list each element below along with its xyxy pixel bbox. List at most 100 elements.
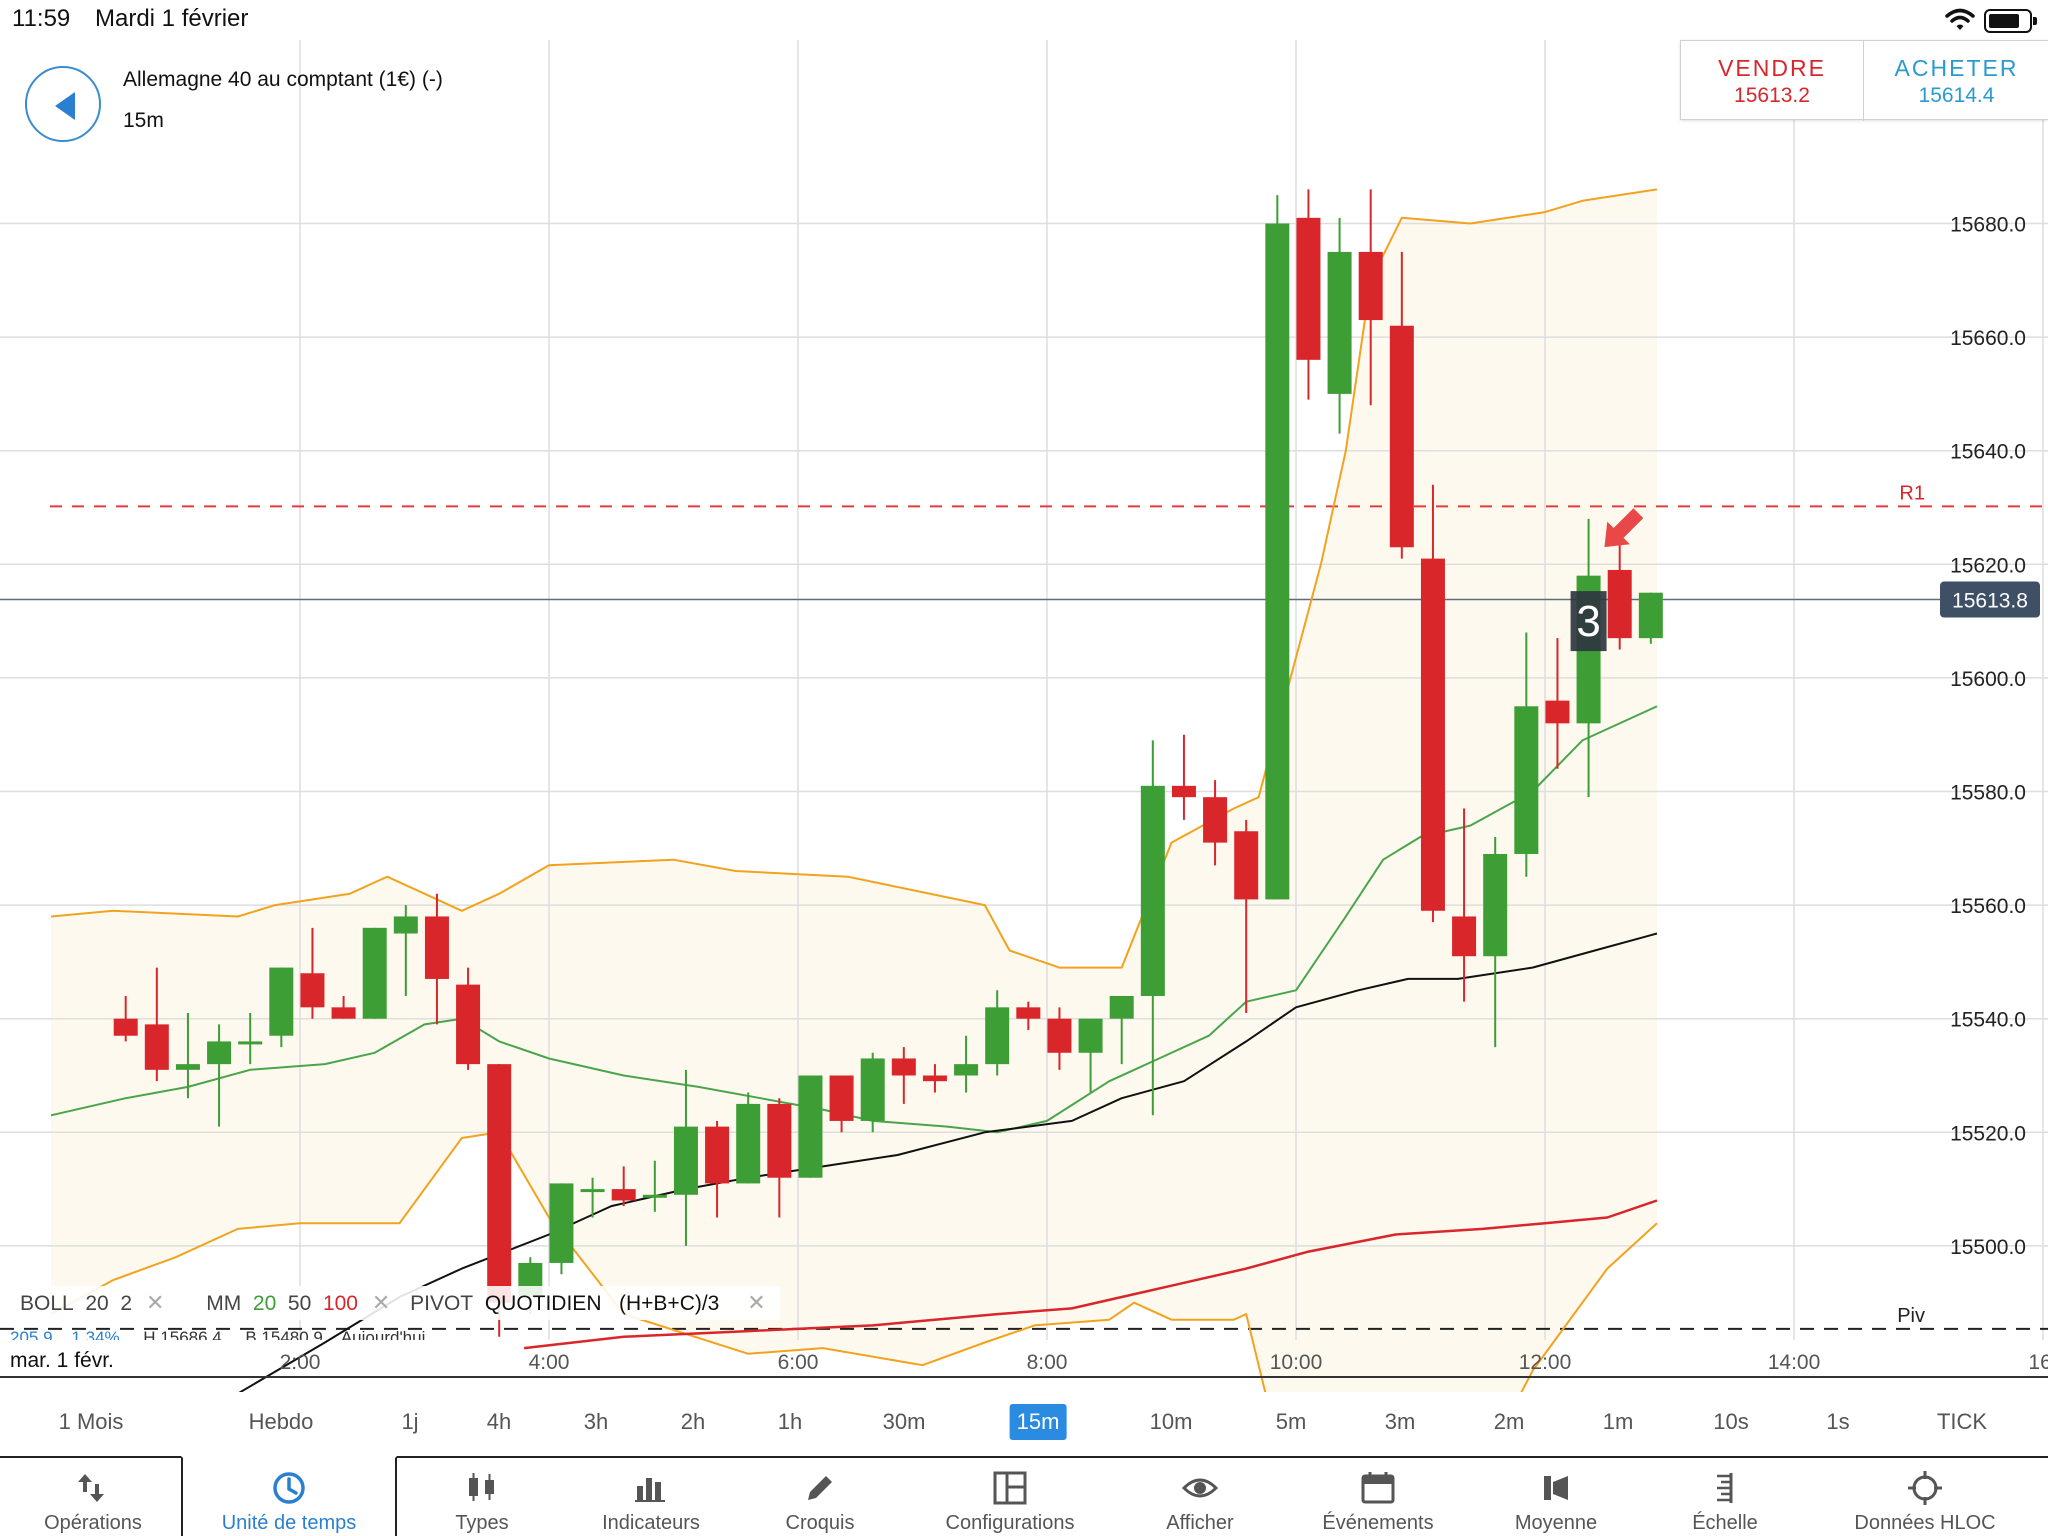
timeframe-option-5m[interactable]: 5m	[1275, 1409, 1307, 1434]
toolbar-label: Échelle	[1692, 1512, 1758, 1534]
toolbar-afficher-button[interactable]: Afficher	[1110, 1458, 1290, 1536]
candle	[922, 1064, 947, 1093]
pivot-formula: (H+B+C)/3	[619, 1292, 720, 1315]
candle	[985, 990, 1010, 1076]
price-chart[interactable]: R1 Piv 15680.0 15660.0 15640.0 15620.0 15600.…	[0, 0, 2048, 1392]
buy-price: 15614.4	[1918, 84, 1995, 107]
pivot-type: QUOTIDIEN	[484, 1292, 602, 1315]
candle	[362, 927, 387, 1019]
timeframe-option-15m[interactable]: 15m	[1009, 1404, 1067, 1440]
timeframe-option-3h[interactable]: 3h	[583, 1409, 609, 1434]
back-arrow-icon	[55, 92, 75, 120]
candle	[954, 1035, 979, 1093]
bar-chart-icon	[635, 1478, 665, 1502]
candle	[1389, 251, 1414, 559]
toolbar-hloc-button[interactable]: Données HLOC	[1835, 1458, 2015, 1536]
scale-icon	[1717, 1473, 1733, 1503]
timeframe-option-10s[interactable]: 10s	[1713, 1409, 1749, 1434]
remove-mm-icon[interactable]: ✕	[371, 1290, 391, 1315]
timeframe-option-10m[interactable]: 10m	[1149, 1409, 1193, 1434]
timeframe-option-4h[interactable]: 4h	[486, 1409, 512, 1434]
time-tick-label: 14:00	[1768, 1351, 1821, 1374]
remove-pivot-icon[interactable]: ✕	[747, 1290, 766, 1315]
sell-price: 15613.2	[1734, 84, 1810, 107]
toolbar-label: Moyenne	[1514, 1512, 1598, 1534]
toolbar-label: Événements	[1322, 1512, 1434, 1534]
mm-period-1: 20	[252, 1292, 277, 1315]
candle	[1327, 217, 1352, 434]
candle-body	[144, 1024, 169, 1070]
timeframe-option-1h[interactable]: 1h	[777, 1409, 803, 1434]
timeframe-option-2h[interactable]: 2h	[680, 1409, 706, 1434]
mm-label[interactable]: MM	[206, 1292, 242, 1315]
toolbar-label: Afficher	[1166, 1512, 1234, 1534]
timeframe-option-1m[interactable]: 1m	[1602, 1409, 1634, 1434]
timeframe-option-2m[interactable]: 2m	[1493, 1409, 1525, 1434]
candle	[238, 1013, 263, 1065]
remove-boll-icon[interactable]: ✕	[145, 1290, 165, 1315]
time-tick-label: 8:00	[1027, 1351, 1068, 1374]
toolbar-evenements-button[interactable]: Événements	[1288, 1458, 1468, 1536]
candle-body	[1109, 995, 1134, 1019]
price-tick-label: 15680.0	[1950, 214, 2026, 237]
toolbar-operations-button[interactable]: Opérations	[3, 1458, 183, 1536]
time-tick-label: 16:	[2028, 1351, 2048, 1374]
candle-body	[238, 1041, 263, 1045]
boll-label[interactable]: BOLL	[20, 1292, 74, 1315]
toolbar-configurations-button[interactable]: Configurations	[920, 1458, 1100, 1536]
pivot-label[interactable]: PIVOT	[410, 1292, 474, 1315]
buy-label: ACHETER	[1894, 55, 2019, 81]
candle-body	[1016, 1007, 1041, 1019]
candle-body	[580, 1189, 605, 1193]
layout-icon	[993, 1471, 1027, 1505]
bollinger-band-area	[51, 189, 1657, 1392]
candle	[1638, 592, 1663, 644]
bottom-toolbar: Opérations Unité de temps Types Indicateurs…	[0, 1456, 2048, 1536]
candle	[1514, 632, 1539, 877]
toolbar-label: Types	[455, 1512, 509, 1534]
timeframe-option-3m[interactable]: 3m	[1384, 1409, 1416, 1434]
axis-date-label: mar. 1 févr.	[10, 1349, 114, 1372]
marker-icon	[1544, 1476, 1568, 1500]
candle-body	[829, 1075, 854, 1121]
candle	[1171, 734, 1196, 820]
timeframe-option-1j[interactable]: 1j	[401, 1409, 419, 1434]
candle-body	[269, 967, 294, 1036]
status-time: 11:59	[12, 5, 71, 32]
candle	[1483, 836, 1508, 1048]
candle	[487, 1064, 512, 1337]
toolbar-unite-button[interactable]: Unité de temps	[199, 1458, 379, 1536]
candle	[891, 1047, 916, 1104]
timeframe-option-1-mois[interactable]: 1 Mois	[58, 1409, 124, 1434]
current-price-badge	[1940, 581, 2040, 618]
timeframe-option-hebdo[interactable]: Hebdo	[248, 1409, 314, 1434]
candle	[269, 967, 294, 1048]
time-tick-label: 4:00	[529, 1351, 570, 1374]
timeframe-option-1s[interactable]: 1s	[1826, 1409, 1850, 1434]
eye-icon	[1182, 1478, 1218, 1498]
candle	[1607, 530, 1632, 650]
boll-deviation: 2	[120, 1292, 133, 1315]
instrument-name: Allemagne 40 au comptant (1€) (-)	[123, 68, 443, 91]
timeframe-option-30m[interactable]: 30m	[882, 1409, 926, 1434]
candle-body	[300, 973, 325, 1008]
toolbar-label: Croquis	[785, 1512, 855, 1534]
indicator-line-boll-lower	[50, 1131, 1658, 1392]
sell-button[interactable]: VENDRE 15613.2	[1681, 41, 1864, 121]
back-button[interactable]	[25, 66, 101, 142]
active-tab-indicator	[181, 1456, 397, 1536]
toolbar-echelle-button[interactable]: Échelle	[1635, 1458, 1815, 1536]
buy-button[interactable]: ACHETER 15614.4	[1865, 41, 2048, 121]
timeframe-label: 15m	[123, 109, 164, 132]
toolbar-moyenne-button[interactable]: Moyenne	[1466, 1458, 1646, 1536]
toolbar-types-button[interactable]: Types	[392, 1458, 572, 1536]
price-tick-label: 15640.0	[1950, 441, 2026, 464]
timeframe-option-tick[interactable]: TICK	[1936, 1409, 1988, 1434]
battery-icon	[1984, 9, 2037, 33]
candle	[829, 1075, 854, 1133]
candle-body	[1389, 325, 1414, 548]
candle-body	[642, 1194, 667, 1198]
toolbar-croquis-button[interactable]: Croquis	[730, 1458, 910, 1536]
indicator-line-boll-upper	[50, 188, 1658, 969]
toolbar-indicateurs-button[interactable]: Indicateurs	[561, 1458, 741, 1536]
